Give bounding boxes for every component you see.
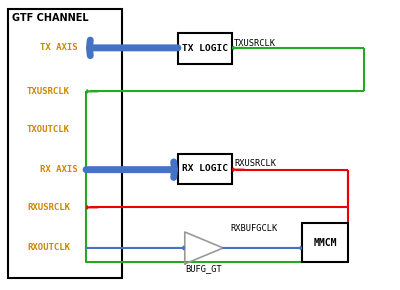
FancyBboxPatch shape: [302, 223, 348, 262]
Text: RX AXIS: RX AXIS: [40, 165, 78, 174]
Text: TX AXIS: TX AXIS: [40, 43, 78, 52]
Text: BUFG_GT: BUFG_GT: [186, 264, 222, 273]
Text: RXOUTCLK: RXOUTCLK: [27, 243, 70, 253]
Text: RXUSRCLK: RXUSRCLK: [234, 159, 276, 168]
Text: RXUSRCLK: RXUSRCLK: [27, 203, 70, 212]
FancyBboxPatch shape: [178, 33, 232, 64]
Text: TX LOGIC: TX LOGIC: [182, 44, 228, 53]
Text: RX LOGIC: RX LOGIC: [182, 164, 228, 173]
Text: TXUSRCLK: TXUSRCLK: [27, 87, 70, 96]
Text: TXOUTCLK: TXOUTCLK: [27, 124, 70, 134]
Text: MMCM: MMCM: [313, 238, 337, 248]
Text: RXBUFGCLK: RXBUFGCLK: [230, 224, 278, 233]
FancyBboxPatch shape: [8, 9, 122, 278]
Text: GTF CHANNEL: GTF CHANNEL: [12, 13, 89, 23]
FancyBboxPatch shape: [178, 154, 232, 184]
Text: TXUSRCLK: TXUSRCLK: [234, 39, 276, 48]
